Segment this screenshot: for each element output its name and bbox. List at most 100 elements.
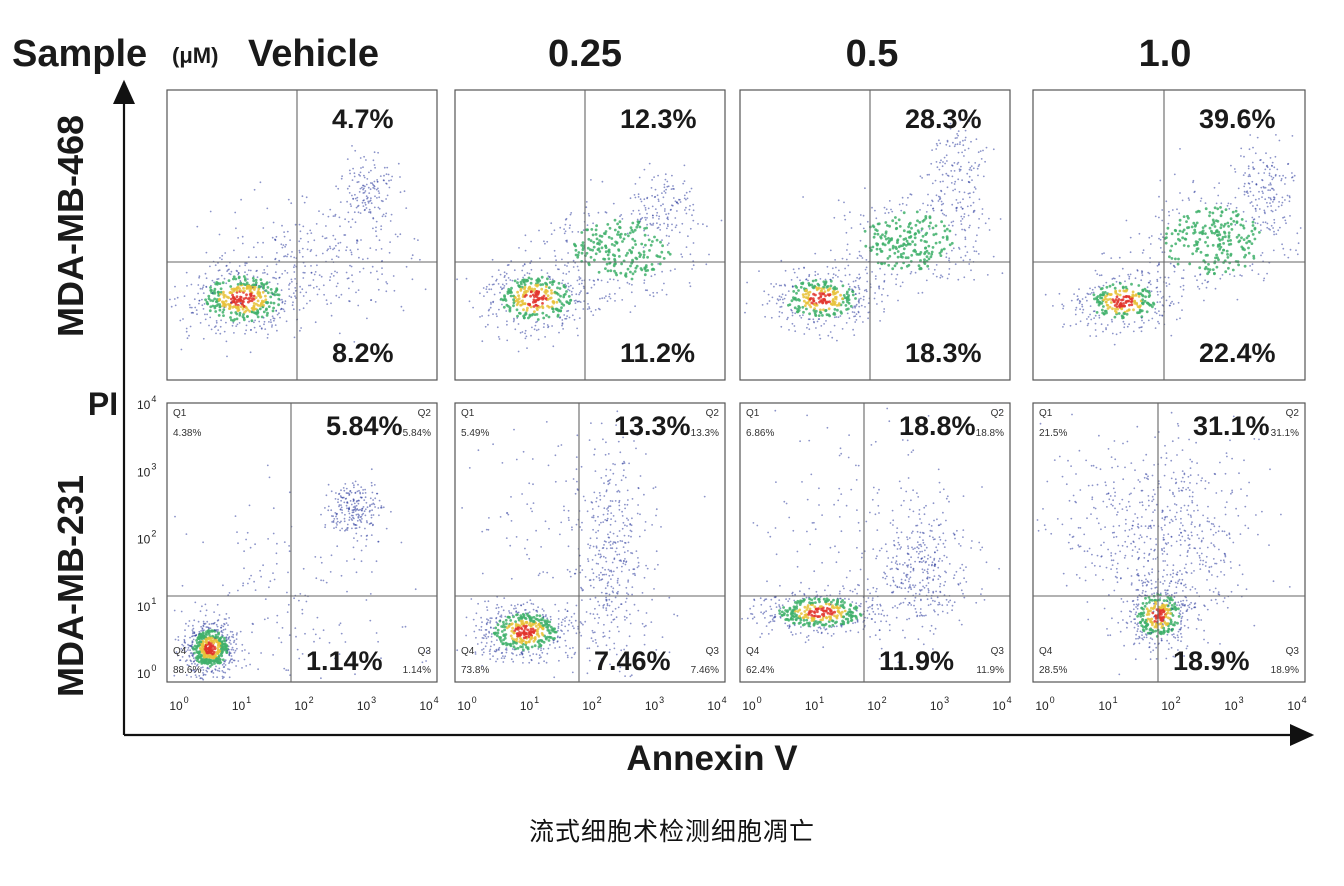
density-dot [376, 492, 379, 495]
density-dot [496, 639, 498, 641]
density-dot [1254, 222, 1257, 224]
density-dot [526, 347, 528, 349]
density-dot [262, 283, 266, 286]
density-dot [1235, 235, 1239, 239]
density-dot [312, 287, 315, 289]
density-dot [192, 647, 195, 651]
density-dot [548, 281, 552, 284]
density-dot [1070, 299, 1073, 302]
density-dot [839, 293, 842, 297]
density-dot [929, 221, 932, 225]
density-dot [942, 180, 944, 183]
density-dot [258, 320, 261, 323]
density-dot [1078, 288, 1080, 291]
density-dot [988, 229, 991, 231]
density-dot [1165, 282, 1168, 284]
density-dot [664, 173, 667, 176]
density-dot [227, 624, 229, 626]
density-dot [229, 311, 233, 315]
density-dot [793, 325, 796, 327]
density-dot [269, 295, 273, 299]
density-dot [267, 305, 271, 308]
density-dot [1160, 233, 1162, 236]
density-dot [1268, 174, 1271, 177]
density-dot [499, 291, 501, 294]
density-dot [357, 211, 360, 214]
density-dot [568, 270, 570, 273]
density-dot [1081, 311, 1084, 314]
density-dot [341, 511, 343, 514]
density-dot [906, 230, 910, 234]
density-dot [957, 134, 959, 137]
density-dot [382, 506, 385, 509]
density-dot [272, 301, 276, 305]
density-dot [275, 263, 278, 266]
density-dot [1193, 228, 1197, 232]
density-dot [948, 224, 950, 227]
density-dot [524, 636, 528, 639]
density-dot [503, 276, 506, 278]
density-dot [544, 285, 548, 288]
density-dot [517, 323, 520, 325]
density-dot [1132, 330, 1135, 333]
density-dot [322, 629, 325, 632]
density-dot [352, 167, 354, 170]
density-dot [629, 270, 632, 274]
density-dot [348, 192, 351, 194]
density-dot [624, 233, 627, 236]
density-dot [330, 490, 333, 493]
density-dot [318, 637, 321, 640]
density-dot [541, 608, 544, 610]
density-dot [930, 252, 934, 256]
density-dot [1141, 288, 1145, 292]
density-dot [577, 231, 580, 233]
density-dot [294, 278, 296, 280]
density-dot [341, 527, 343, 530]
density-dot [482, 287, 485, 289]
density-dot [1270, 175, 1273, 178]
density-dot [563, 292, 567, 296]
density-dot [252, 302, 256, 305]
density-dot [282, 308, 285, 311]
density-dot [232, 275, 236, 279]
density-dot [351, 511, 354, 514]
density-dot [626, 251, 629, 255]
density-dot [822, 292, 825, 296]
density-dot [858, 298, 860, 301]
density-dot [1296, 232, 1299, 235]
density-dot [946, 277, 949, 280]
density-dot [952, 141, 954, 144]
density-dot [539, 283, 543, 287]
density-dot [1075, 306, 1078, 309]
density-dot [613, 244, 616, 247]
density-dot [562, 272, 565, 275]
density-dot [506, 339, 509, 342]
density-dot [945, 214, 947, 217]
y-tick-exponent: 2 [151, 529, 156, 539]
lower-right-percentage: 8.2% [332, 338, 394, 368]
density-dot [1095, 296, 1099, 300]
density-dot [978, 218, 980, 220]
density-dot [232, 277, 235, 281]
density-dot [661, 270, 663, 273]
density-dot [650, 275, 653, 278]
density-dot [543, 322, 545, 325]
density-dot [890, 237, 894, 240]
density-dot [245, 538, 248, 541]
density-dot [1184, 237, 1188, 241]
density-dot [1141, 298, 1145, 302]
density-dot [1226, 253, 1229, 256]
density-dot [858, 273, 861, 276]
density-dot [344, 498, 347, 500]
density-dot [1226, 256, 1230, 259]
density-dot [185, 327, 188, 330]
density-dot [643, 229, 645, 232]
density-dot [346, 501, 348, 504]
density-dot [1161, 304, 1164, 306]
density-dot [1194, 275, 1196, 278]
density-dot [968, 226, 970, 229]
density-dot [886, 224, 889, 227]
density-dot [233, 639, 236, 642]
density-dot [512, 304, 515, 308]
density-dot [354, 193, 356, 196]
